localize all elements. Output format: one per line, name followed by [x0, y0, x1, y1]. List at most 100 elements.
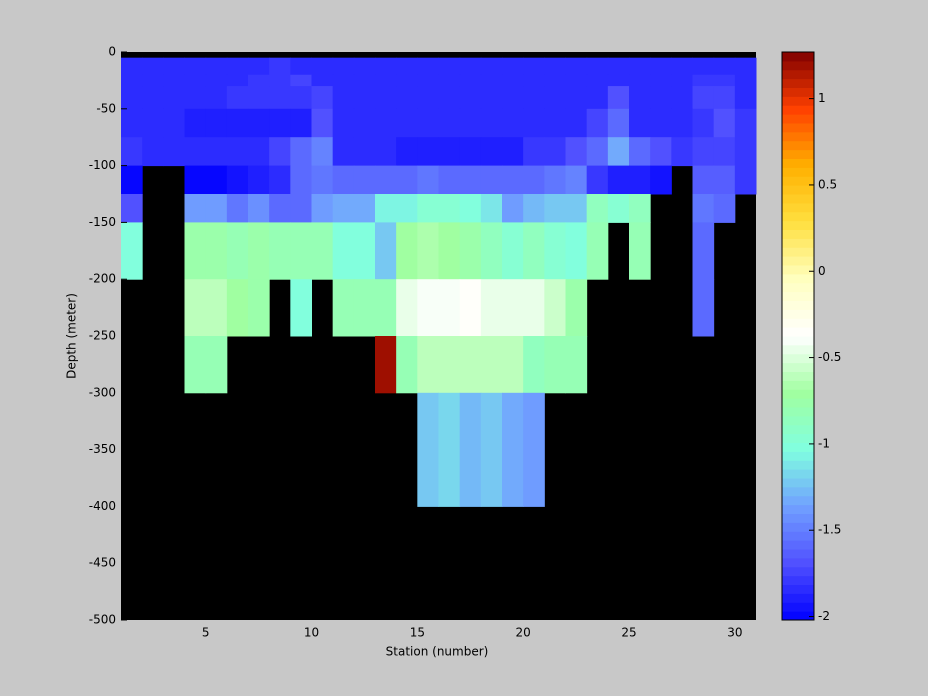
heatmap-cell — [290, 165, 312, 195]
heatmap-cell — [438, 279, 461, 337]
heatmap-cell — [565, 194, 588, 223]
colorbar-segment — [782, 123, 814, 133]
heatmap-cell — [438, 222, 461, 280]
heatmap-cell — [544, 165, 566, 195]
heatmap-cell — [650, 57, 672, 76]
heatmap-cell — [184, 194, 207, 223]
heatmap-cell — [438, 165, 461, 195]
heatmap-cell — [269, 165, 291, 195]
heatmap-cell — [713, 86, 736, 110]
heatmap-cell — [269, 194, 291, 223]
heatmap-cell — [544, 222, 566, 280]
heatmap-cell — [671, 108, 693, 138]
heatmap-cell — [565, 137, 588, 167]
colorbar-segment — [782, 211, 814, 222]
heatmap-cell — [523, 336, 545, 394]
heatmap-cell — [607, 108, 630, 138]
heatmap-cell — [459, 86, 482, 110]
heatmap-cell — [459, 392, 482, 507]
heatmap-cell — [226, 86, 249, 110]
colorbar-segment — [782, 486, 814, 497]
heatmap-cell — [205, 74, 228, 87]
colorbar-segment — [782, 87, 814, 97]
heatmap-cell — [375, 57, 397, 76]
heatmap-cell — [205, 137, 228, 167]
heatmap-cell — [184, 74, 207, 87]
heatmap-cell — [629, 194, 651, 223]
heatmap-cell — [459, 165, 482, 195]
heatmap-cell — [459, 57, 482, 76]
y-tick-label: -50 — [96, 101, 116, 115]
heatmap-cell — [523, 86, 545, 110]
heatmap-cell — [332, 194, 355, 223]
heatmap-cell — [502, 392, 524, 507]
heatmap-cell — [607, 165, 630, 195]
heatmap-cell — [544, 279, 566, 337]
colorbar-segment — [782, 549, 814, 559]
colorbar-segment — [782, 522, 814, 532]
heatmap-cell — [544, 86, 566, 110]
heatmap-cell — [332, 222, 355, 280]
heatmap-cell — [353, 222, 376, 280]
colorbar-segment — [782, 229, 814, 239]
colorbar-segment — [782, 194, 814, 204]
heatmap-cell — [438, 137, 461, 167]
heatmap-cell — [311, 165, 334, 195]
heatmap-cell — [502, 194, 524, 223]
x-tick-label: 20 — [516, 626, 531, 640]
heatmap-cell — [438, 108, 461, 138]
heatmap-cell — [734, 137, 757, 167]
heatmap-cell — [586, 165, 609, 195]
heatmap-cell — [248, 108, 270, 138]
heatmap-cell — [417, 108, 439, 138]
colorbar-segment — [782, 353, 814, 364]
heatmap-cell — [565, 279, 588, 337]
colorbar-segment — [782, 584, 814, 594]
heatmap-cell — [332, 165, 355, 195]
heatmap-cell — [629, 86, 651, 110]
y-tick-label: -200 — [89, 272, 116, 286]
heatmap-cell — [375, 74, 397, 87]
heatmap-cell — [523, 279, 545, 337]
heatmap-cell — [375, 86, 397, 110]
heatmap-cell — [375, 222, 397, 280]
heatmap-cell — [290, 194, 312, 223]
colorbar-segment — [782, 149, 814, 159]
heatmap-cell — [248, 279, 270, 337]
heatmap-cell — [692, 57, 715, 76]
colorbar-segment — [782, 69, 814, 80]
colorbar-segment — [782, 327, 814, 337]
heatmap-cell — [650, 137, 672, 167]
heatmap-cell — [565, 222, 588, 280]
heatmap-cell — [459, 108, 482, 138]
heatmap-cell — [417, 165, 439, 195]
heatmap-cell — [713, 74, 736, 87]
heatmap-cell — [607, 74, 630, 87]
heatmap-cell — [396, 279, 418, 337]
x-axis-label: Station (number) — [386, 645, 489, 659]
heatmap-cell — [502, 165, 524, 195]
heatmap-cell — [290, 137, 312, 167]
heatmap-cell — [269, 86, 291, 110]
heatmap-cell — [248, 222, 270, 280]
heatmap-cell — [396, 74, 418, 87]
heatmap-cell — [438, 57, 461, 76]
heatmap-cell — [650, 165, 672, 195]
heatmap-cell — [502, 279, 524, 337]
heatmap-cell — [205, 194, 228, 223]
heatmap-cell — [586, 194, 609, 223]
heatmap-cell — [459, 336, 482, 394]
heatmap-cell — [311, 108, 334, 138]
heatmap-cell — [396, 165, 418, 195]
heatmap-cell — [565, 108, 588, 138]
heatmap-cell — [523, 222, 545, 280]
heatmap-cell — [544, 194, 566, 223]
heatmap-cell — [205, 222, 228, 280]
heatmap-cell — [523, 137, 545, 167]
heatmap-cell — [269, 137, 291, 167]
colorbar-segment — [782, 611, 814, 621]
y-tick-label: -100 — [89, 158, 116, 172]
heatmap-cell — [417, 57, 439, 76]
x-tick-label: 25 — [621, 626, 636, 640]
heatmap-cell — [375, 279, 397, 337]
